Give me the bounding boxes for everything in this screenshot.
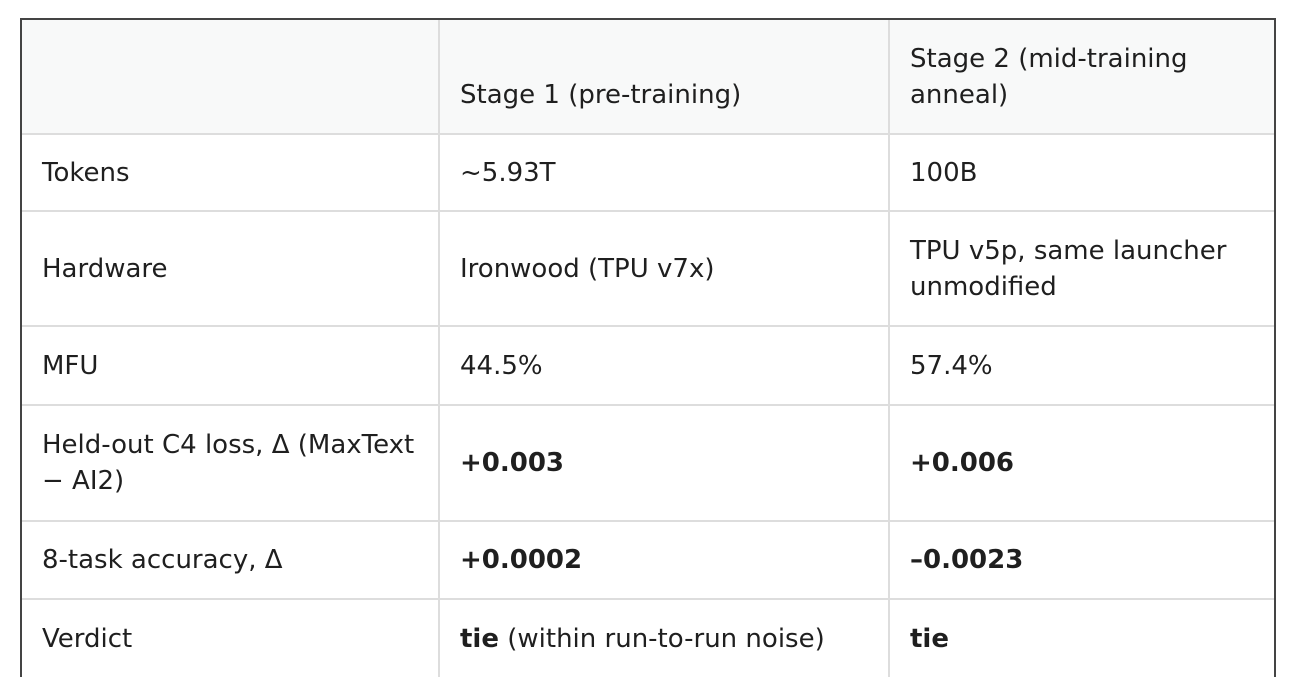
cell: +0.006 — [888, 404, 1276, 521]
cell: TPU v5p, same launcher unmodified — [888, 210, 1276, 326]
cell: +0.003 — [438, 404, 889, 521]
row-label: Hardware — [20, 210, 439, 326]
cell: +0.0002 — [438, 520, 889, 599]
row: Held-out C4 loss, Δ (MaxText − AI2) +0.0… — [20, 404, 1276, 521]
row: Verdict tie (within run-to-run noise) ti… — [20, 598, 1276, 677]
row: 8-task accuracy, Δ +0.0002 –0.0023 — [20, 520, 1276, 599]
cell: 100B — [888, 133, 1276, 211]
verdict: tie — [910, 623, 949, 654]
cell: tie (within run-to-run noise) — [438, 598, 889, 677]
verdict: tie — [460, 623, 499, 654]
row-label: Verdict — [20, 598, 439, 677]
comparison-table: Stage 1 (pre-training) Stage 2 (mid-trai… — [20, 18, 1276, 677]
row-label: Held-out C4 loss, Δ (MaxText − AI2) — [20, 404, 439, 521]
verdict-note: (within run-to-run noise) — [507, 623, 825, 654]
header-cell: Stage 2 (mid-training anneal) — [888, 18, 1276, 134]
cell: 44.5% — [438, 325, 889, 405]
row-label: MFU — [20, 325, 439, 405]
cell: tie — [888, 598, 1276, 677]
row-label: 8-task accuracy, Δ — [20, 520, 439, 599]
header-row: Stage 1 (pre-training) Stage 2 (mid-trai… — [20, 18, 1276, 134]
row-label: Tokens — [20, 133, 439, 211]
cell: 57.4% — [888, 325, 1276, 405]
cell: Ironwood (TPU v7x) — [438, 210, 889, 326]
row: Tokens ~5.93T 100B — [20, 133, 1276, 211]
header-cell — [20, 18, 439, 134]
row: MFU 44.5% 57.4% — [20, 325, 1276, 405]
cell: –0.0023 — [888, 520, 1276, 599]
row: Hardware Ironwood (TPU v7x) TPU v5p, sam… — [20, 210, 1276, 326]
header-cell: Stage 1 (pre-training) — [438, 18, 889, 134]
cell: ~5.93T — [438, 133, 889, 211]
